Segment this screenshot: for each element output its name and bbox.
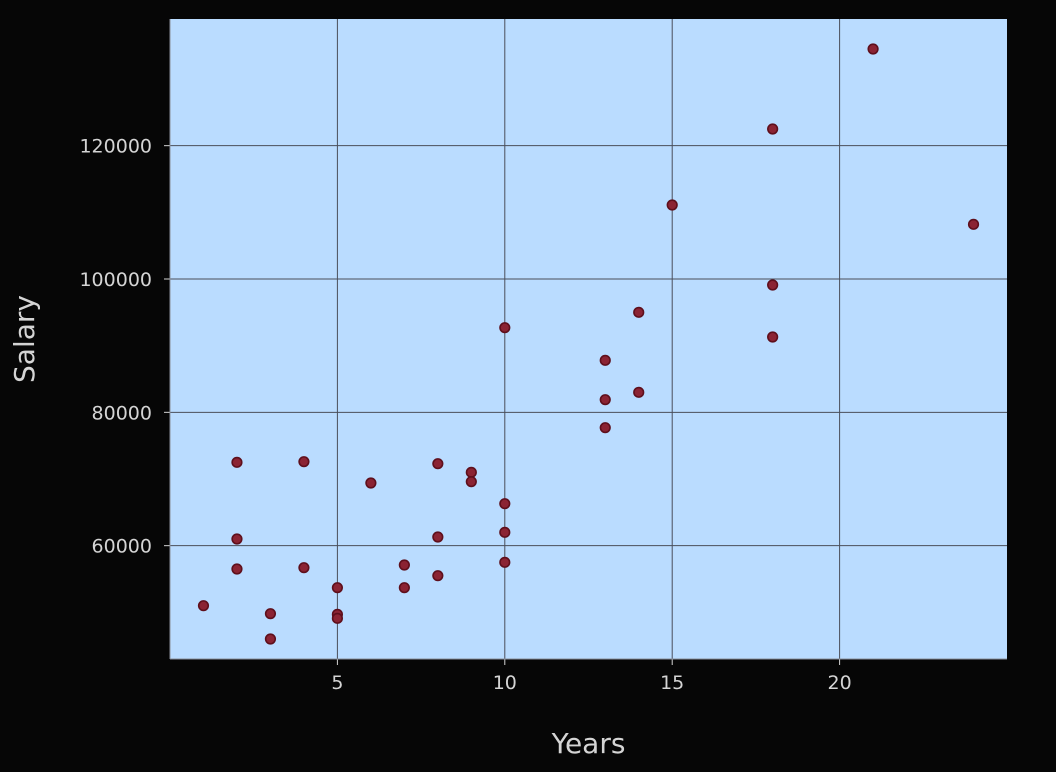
data-point [331, 612, 344, 624]
data-point [432, 458, 444, 470]
data-point [264, 633, 277, 645]
data-point [767, 331, 779, 343]
data-point [633, 306, 645, 318]
data-point [633, 386, 645, 398]
data-point [465, 476, 477, 488]
x-tick-label: 15 [660, 672, 684, 694]
y-tick-label: 80000 [92, 402, 152, 424]
data-point [499, 322, 511, 334]
data-point [867, 43, 879, 55]
data-point [231, 533, 243, 545]
data-point [767, 279, 779, 291]
data-point [398, 582, 410, 594]
data-point [499, 556, 511, 568]
data-point [197, 600, 210, 612]
data-point [432, 570, 444, 582]
y-tick-label: 100000 [79, 269, 152, 291]
plot-area [170, 19, 1007, 659]
data-point [967, 218, 980, 230]
data-points [197, 43, 980, 645]
x-axis-title: Years [551, 727, 626, 760]
axes [164, 19, 1007, 665]
data-point [365, 477, 377, 489]
data-point [465, 466, 477, 478]
data-point [599, 354, 611, 366]
data-point [599, 394, 611, 406]
data-point [398, 559, 410, 571]
data-point [767, 123, 779, 135]
data-point [298, 562, 310, 574]
x-tick-label: 20 [828, 672, 852, 694]
tick-labels: 5 10 15 20 60000 80000 100000 120000 [79, 136, 851, 694]
y-tick-label: 120000 [79, 136, 152, 158]
x-tick-label: 5 [331, 672, 343, 694]
grid-lines [170, 19, 1007, 659]
data-point [599, 422, 611, 434]
data-point [231, 563, 243, 575]
data-point [298, 456, 310, 468]
y-tick-label: 60000 [92, 536, 152, 558]
data-point [432, 531, 444, 543]
data-point [264, 608, 277, 620]
data-point [499, 526, 511, 538]
data-point [499, 498, 511, 510]
x-tick-label: 10 [493, 672, 517, 694]
data-point [231, 456, 243, 468]
data-point [331, 582, 344, 594]
y-axis-title: Salary [8, 295, 41, 383]
data-point [666, 199, 678, 211]
